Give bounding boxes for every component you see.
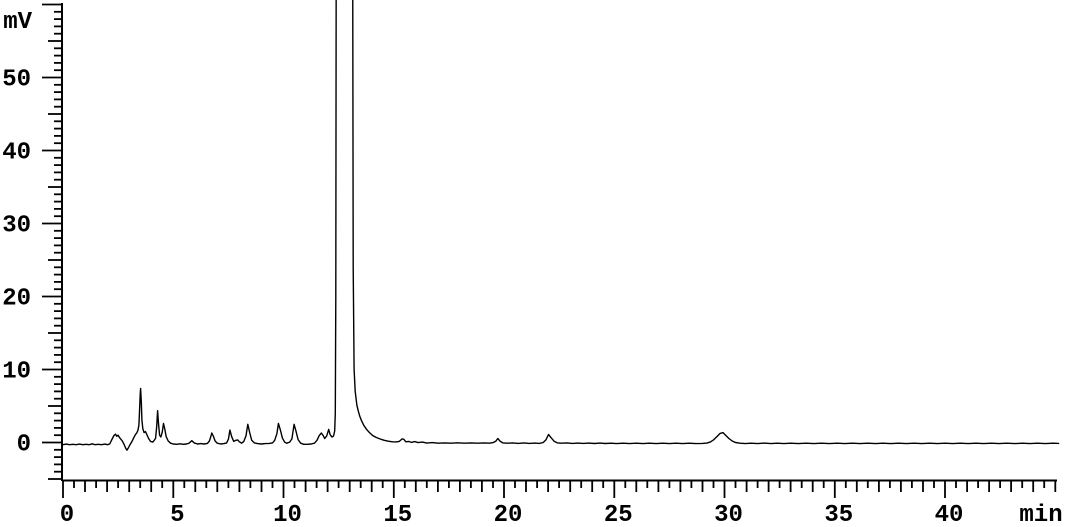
x-tick-label: 40 [935,502,964,527]
x-tick-label: 5 [170,502,184,527]
y-axis-tick-labels: 0 10 20 30 40 50 [2,67,31,459]
y-axis-ticks [42,3,62,480]
x-tick-label: 25 [604,502,633,527]
x-tick-label: 20 [494,502,523,527]
y-tick-label: 10 [2,359,31,386]
x-tick-label: 15 [383,502,412,527]
x-tick-label: 35 [824,502,853,527]
y-tick-label: 30 [2,213,31,240]
y-tick-label: 40 [2,140,31,167]
x-axis-tick-labels: 0 5 10 15 20 25 30 35 40 [60,502,964,527]
x-tick-label: 30 [714,502,743,527]
y-tick-label: 0 [17,432,31,459]
x-tick-label: 10 [273,502,302,527]
x-axis-ticks [62,481,1057,498]
y-tick-label: 20 [2,286,31,313]
signal-trace [62,0,1060,451]
y-tick-label: 50 [2,67,31,94]
y-axis-unit-label: mV [3,9,32,36]
x-axis-unit-label: min [1019,502,1062,527]
x-tick-label: 0 [60,502,74,527]
